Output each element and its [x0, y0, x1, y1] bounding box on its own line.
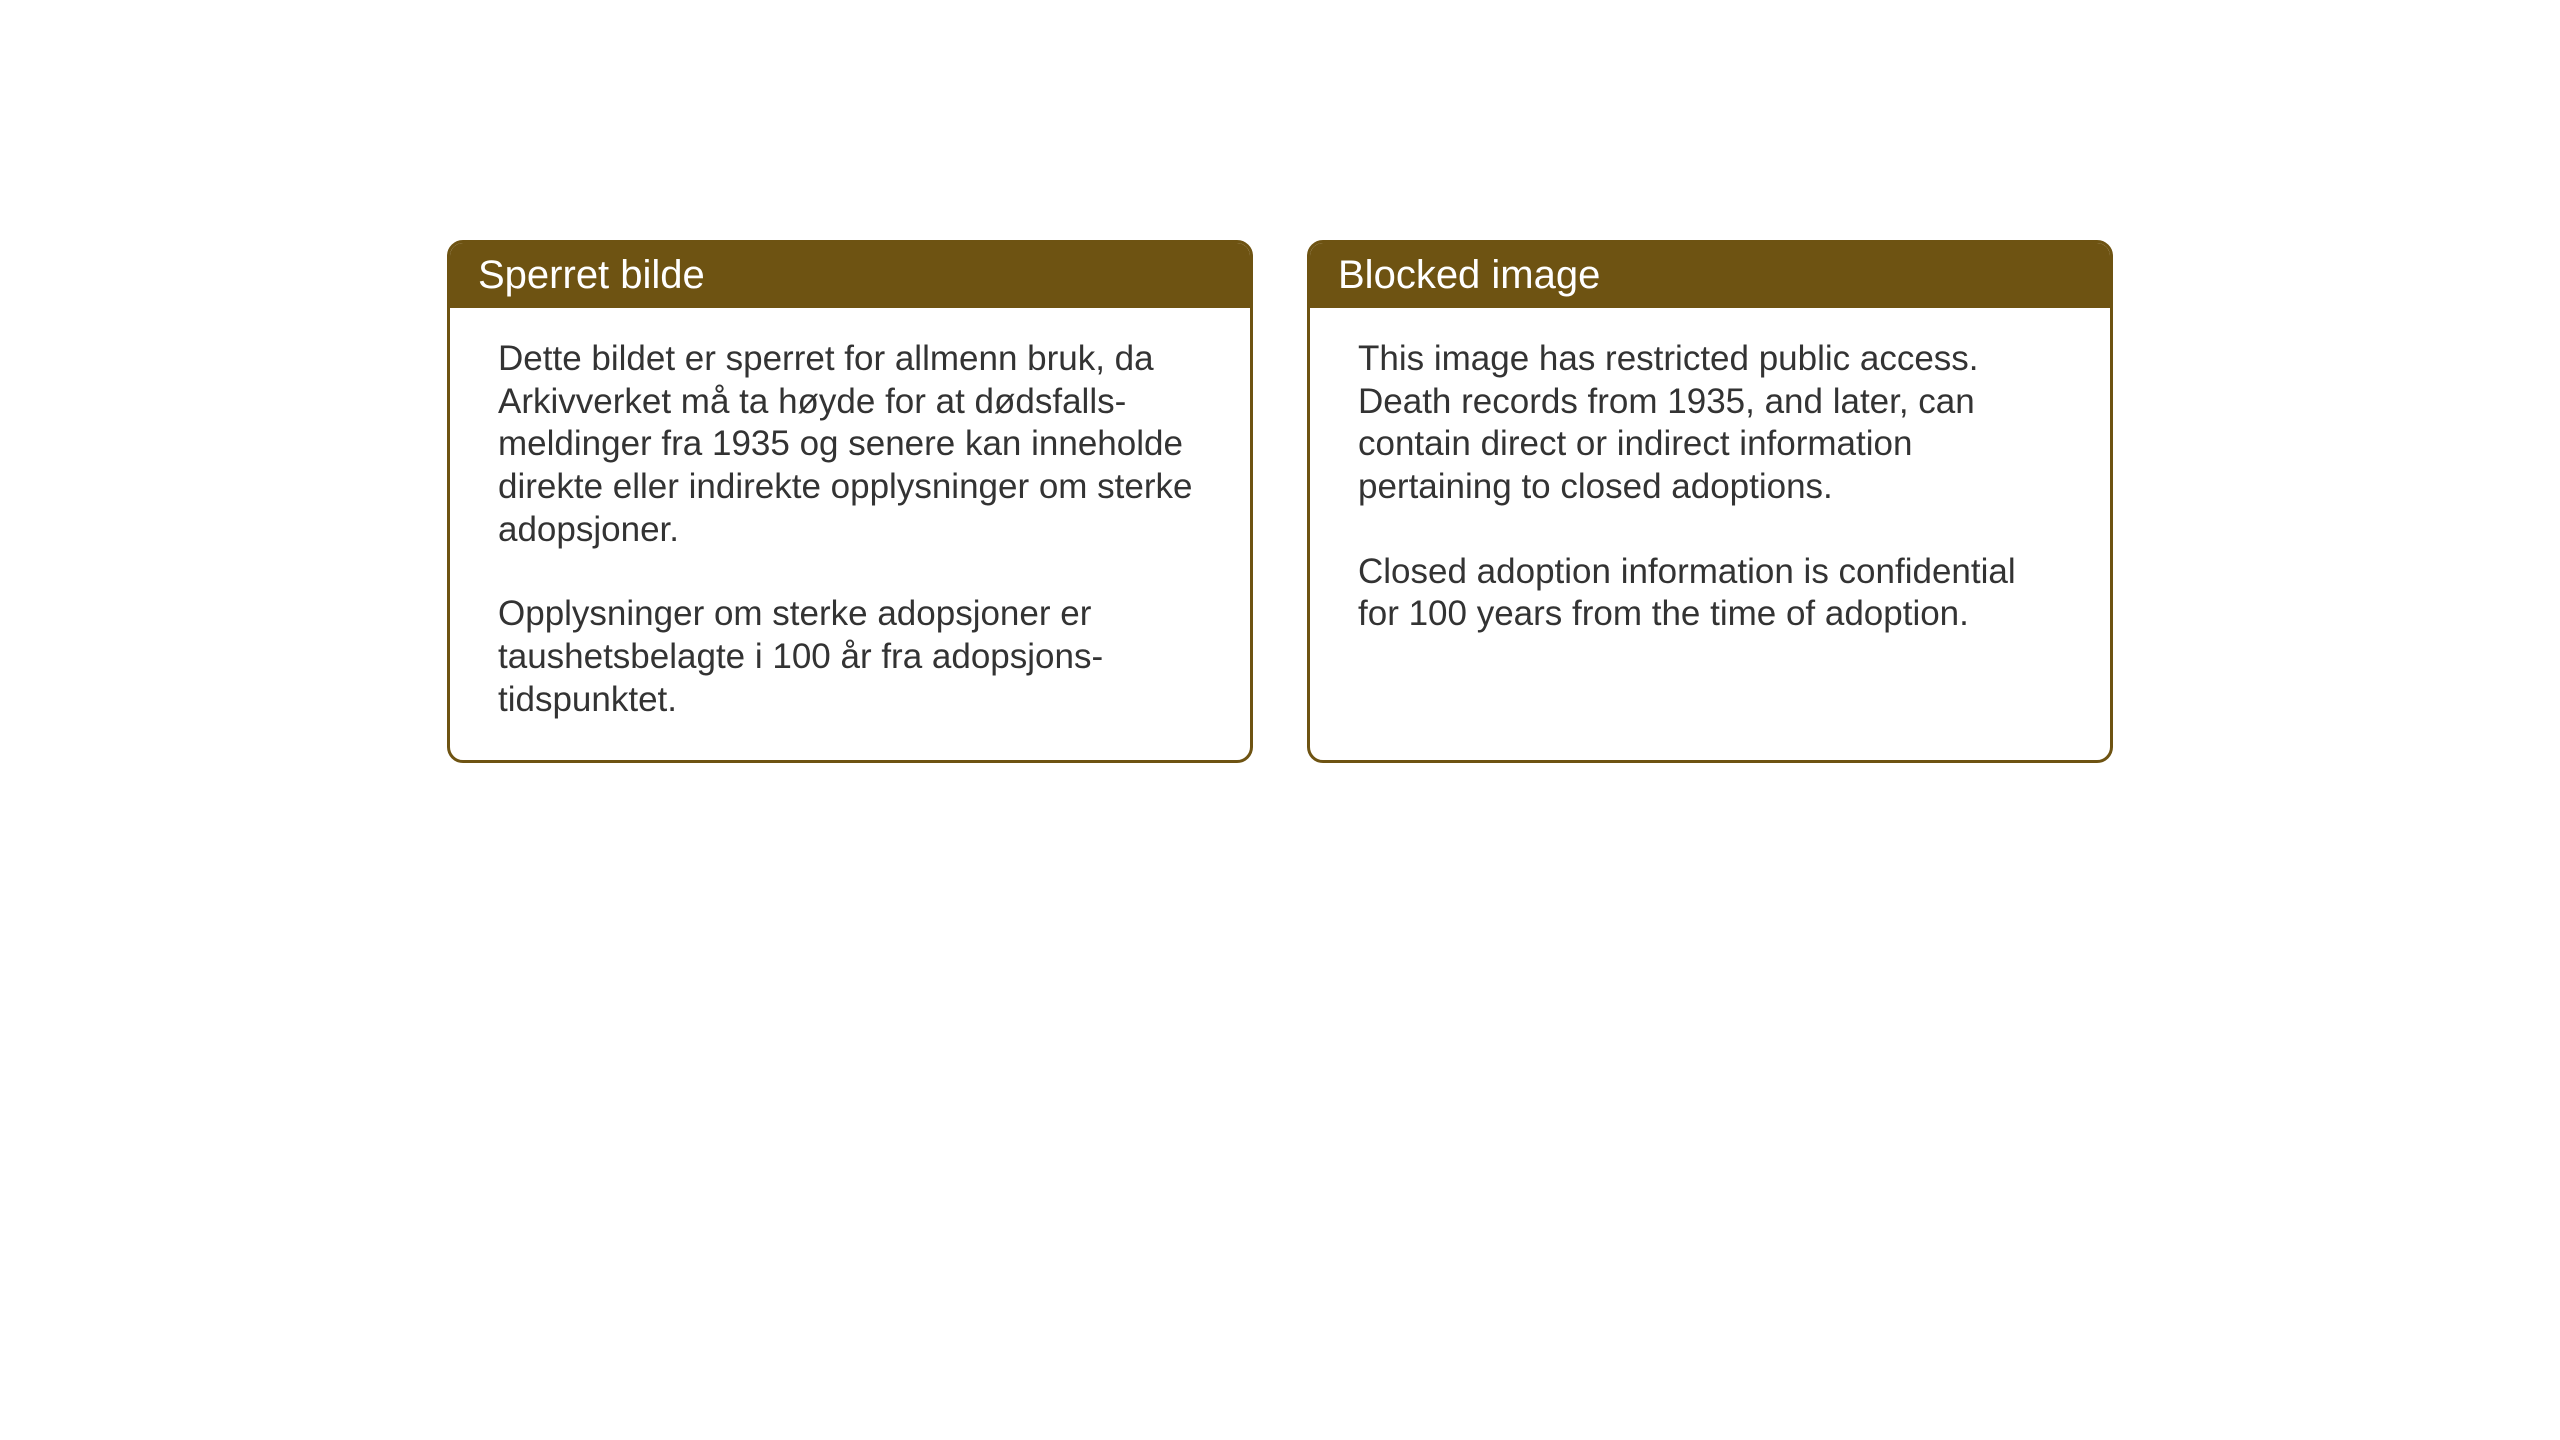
notice-paragraph-1-norwegian: Dette bildet er sperret for allmenn bruk… [498, 338, 1202, 551]
notice-body-norwegian: Dette bildet er sperret for allmenn bruk… [450, 308, 1250, 760]
notice-title-norwegian: Sperret bilde [478, 253, 705, 297]
notice-paragraph-2-norwegian: Opplysninger om sterke adopsjoner er tau… [498, 593, 1202, 721]
notice-body-english: This image has restricted public access.… [1310, 308, 2110, 674]
notice-title-english: Blocked image [1338, 253, 1600, 297]
notice-header-norwegian: Sperret bilde [450, 243, 1250, 308]
notice-card-english: Blocked image This image has restricted … [1307, 240, 2113, 763]
notice-header-english: Blocked image [1310, 243, 2110, 308]
notice-container: Sperret bilde Dette bildet er sperret fo… [447, 240, 2113, 763]
notice-paragraph-1-english: This image has restricted public access.… [1358, 338, 2062, 509]
notice-paragraph-2-english: Closed adoption information is confident… [1358, 551, 2062, 636]
notice-card-norwegian: Sperret bilde Dette bildet er sperret fo… [447, 240, 1253, 763]
